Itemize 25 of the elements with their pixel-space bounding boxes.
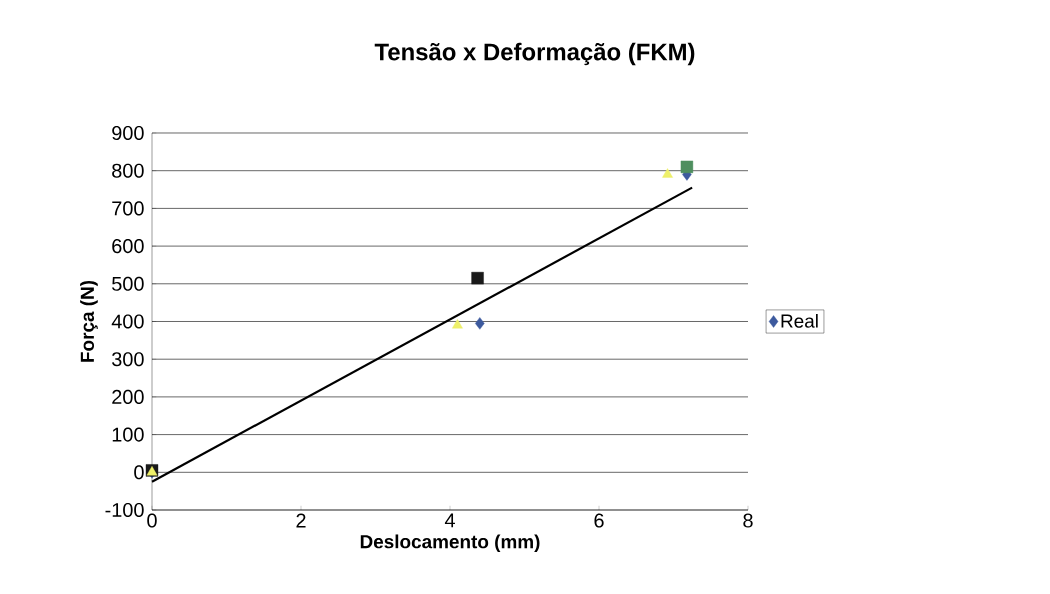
y-tick-label: 0: [134, 465, 144, 480]
y-tick-label: 500: [112, 276, 144, 291]
x-tick-label: 0: [147, 513, 157, 528]
y-tick-label: -100: [105, 502, 144, 518]
x-tick-label: 8: [743, 513, 753, 528]
y-tick-label: 800: [112, 163, 144, 178]
y-tick-label: 100: [112, 427, 144, 442]
point: [680, 160, 694, 174]
y-tick-label: 400: [111, 314, 144, 329]
x-tick-label: 6: [594, 513, 604, 528]
legend-label: Real: [781, 313, 818, 328]
x-tick-label: 4: [444, 513, 455, 528]
y-axis-title: Força (N): [80, 280, 98, 362]
point: [662, 168, 673, 178]
x-axis-title: Deslocamento (mm): [360, 534, 540, 553]
chart-title: Tensão x Deformação (FKM): [374, 42, 695, 66]
y-tick-label: 700: [112, 201, 144, 216]
y-tick-label: 300: [112, 352, 144, 367]
point: [475, 317, 485, 330]
y-tick-label: 600: [112, 239, 144, 254]
point: [452, 319, 463, 329]
y-tick-label: 200: [112, 389, 144, 404]
y-tick-label: 900: [112, 125, 144, 141]
point: [471, 271, 484, 285]
x-tick-label: 2: [296, 513, 306, 528]
